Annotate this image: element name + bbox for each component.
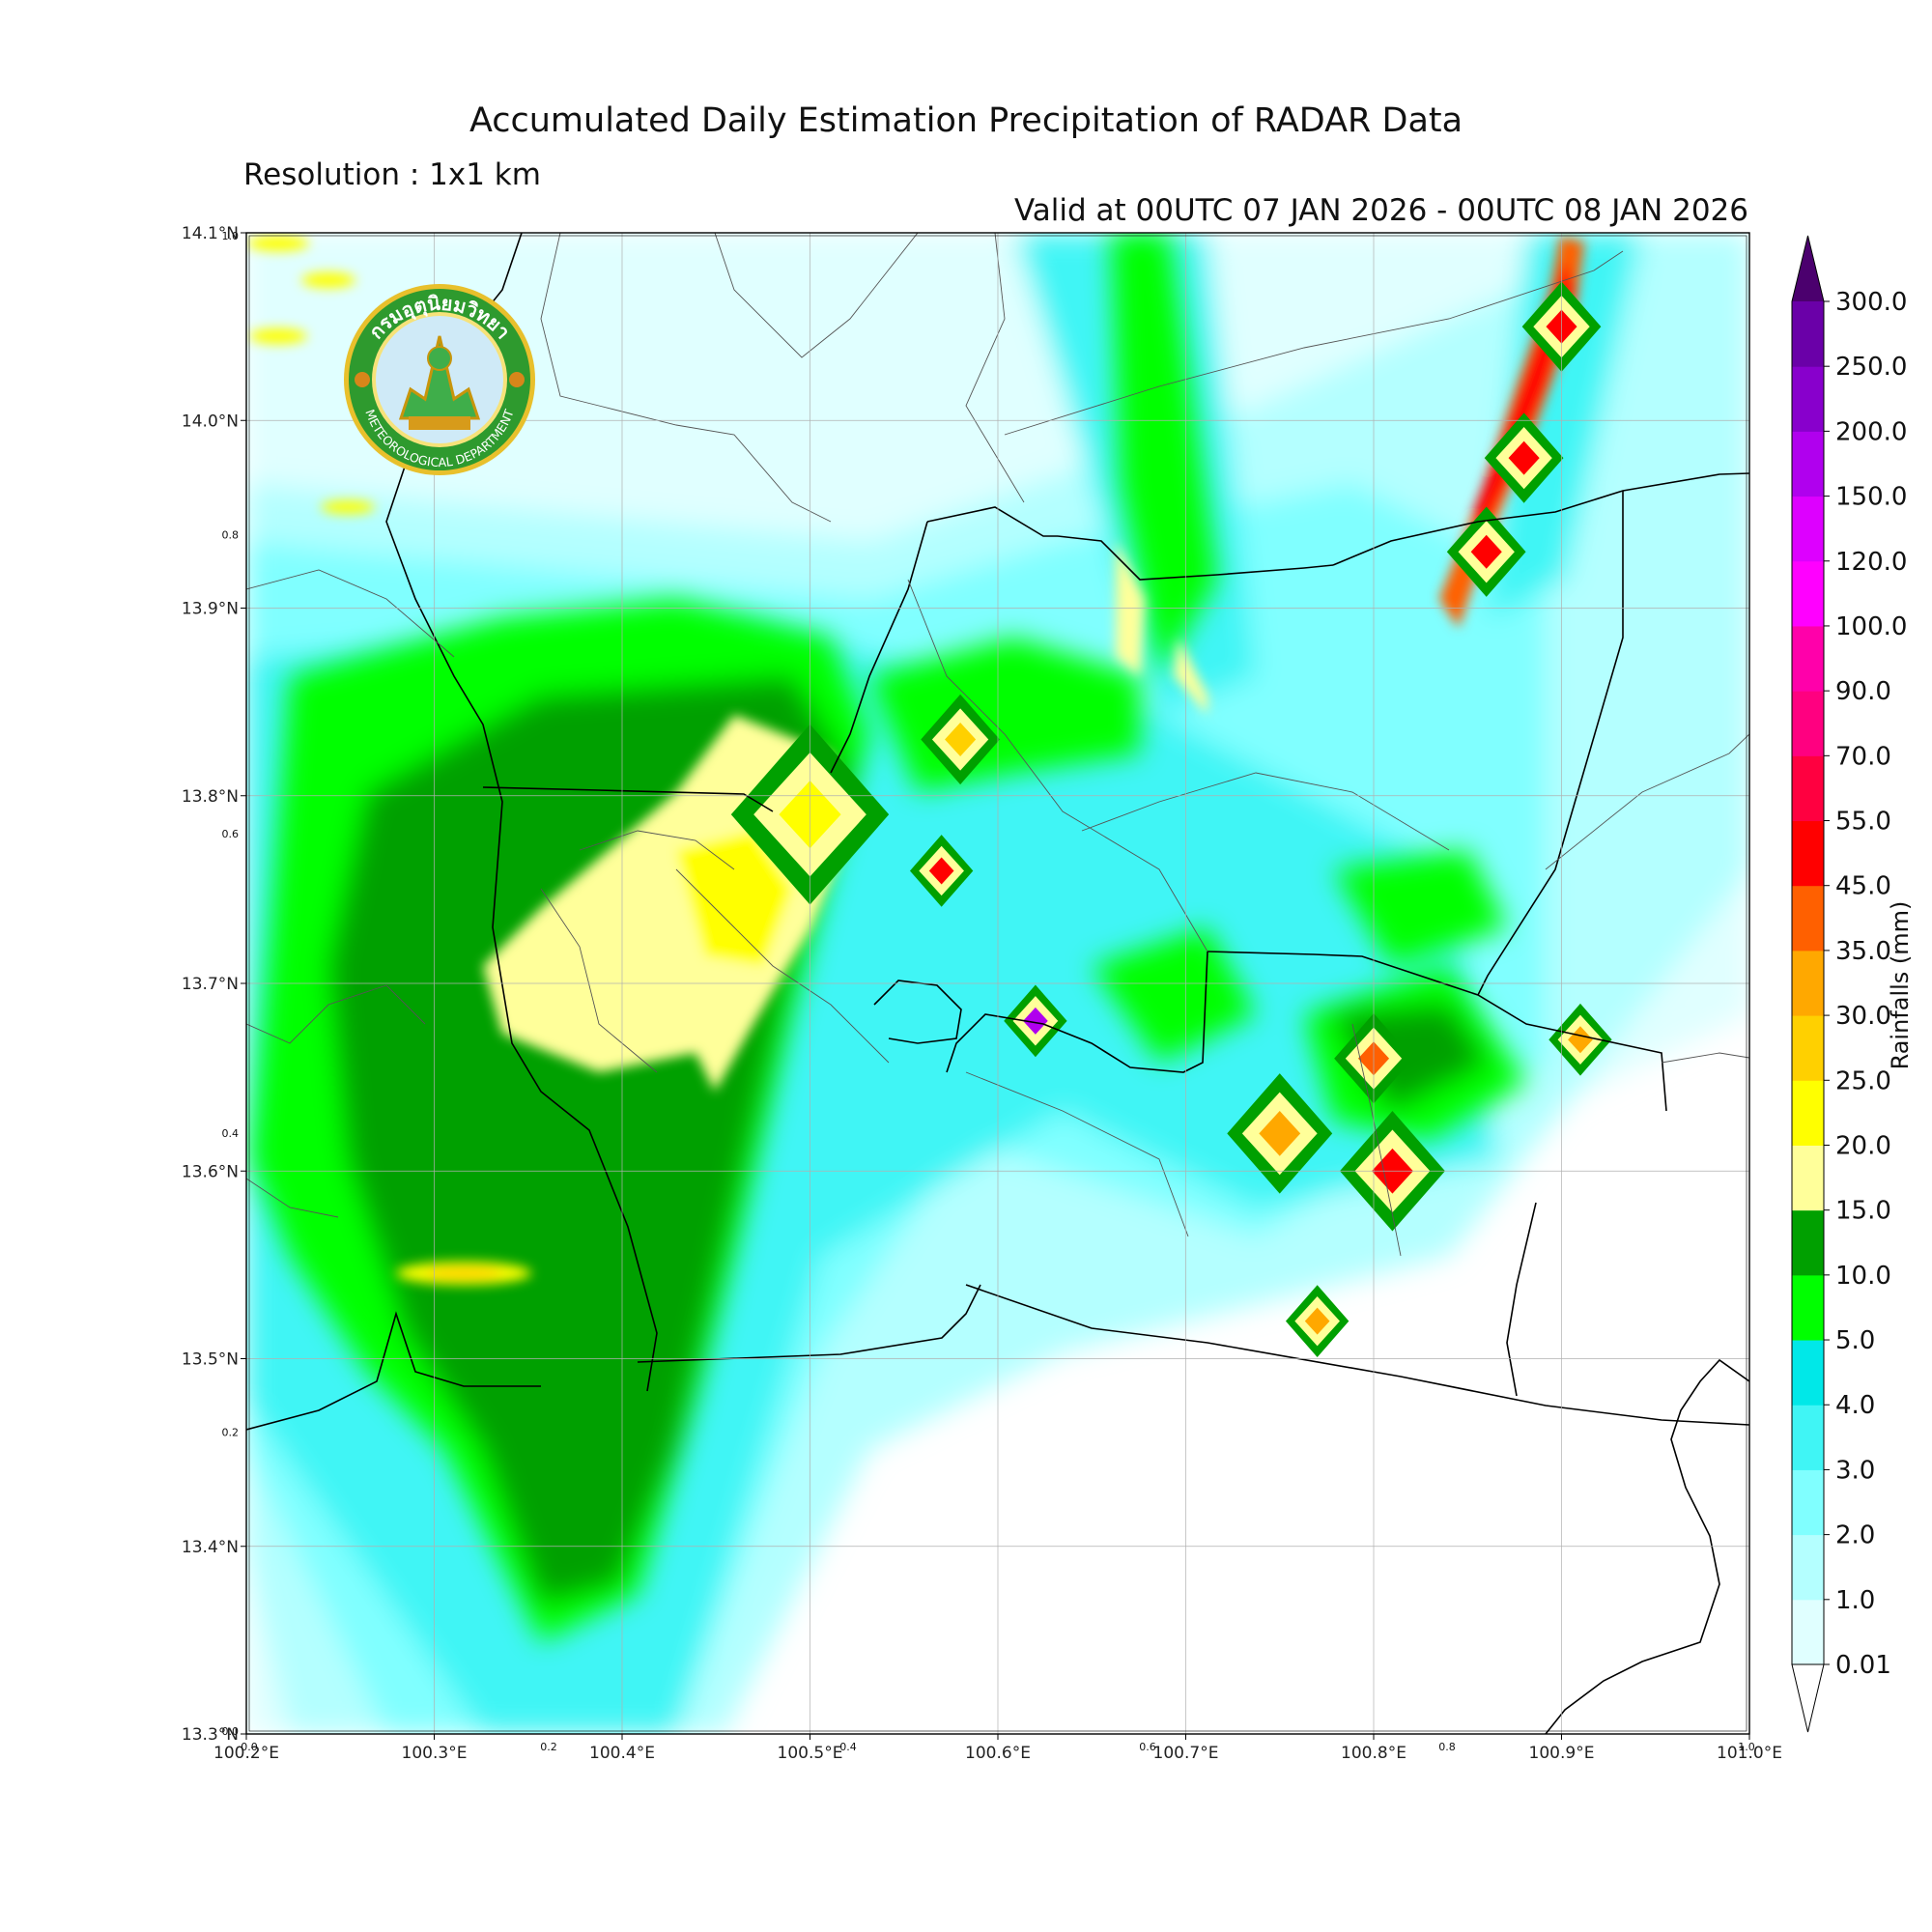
rain-cell-core [1023,1007,1048,1035]
rainfall-colorbar: 0.01 1.0 2.0 3.0 4.0 5.0 10.0 15.0 20.0 25.0 30.0 3… [1791,235,1907,1733]
colorbar-segment [1792,1340,1824,1406]
colorbar-segment [1792,1599,1824,1665]
y-tick-label: 13.6°N [182,1162,239,1181]
colorbar-under-triangle [1791,1663,1825,1733]
x-tick-label: 100.6°E [965,1744,1031,1763]
rain-cell-core [1304,1307,1330,1335]
colorbar-level-label: 0.01 [1835,1651,1891,1680]
colorbar-segment [1792,366,1824,432]
colorbar-level-label: 100.0 [1835,612,1907,641]
colorbar-level-label: 15.0 [1835,1197,1891,1226]
colorbar-level-label: 30.0 [1835,1002,1891,1031]
colorbar-segment [1792,1469,1824,1536]
rain-cell-core [1470,534,1502,569]
inner-y-tick-label: 0.0 [222,1725,240,1738]
map-title: Accumulated Daily Estimation Precipitati… [469,101,1463,140]
y-tick-label: 14.1°N [182,224,239,243]
colorbar-segment [1792,885,1824,952]
colorbar-level-label: 35.0 [1835,937,1891,966]
colorbar-level-label: 5.0 [1835,1326,1875,1355]
y-tick-label: 13.3°N [182,1725,239,1745]
colorbar-segment [1792,1405,1824,1470]
x-tick-label: 100.3°E [402,1744,468,1763]
x-tick-label: 100.2°E [213,1744,279,1763]
y-tick-label: 13.4°N [182,1538,239,1557]
colorbar-level-label: 1.0 [1835,1586,1875,1615]
colorbar-level-label: 90.0 [1835,677,1891,706]
moderate-rain-layer [251,233,1526,1642]
colorbar-segment [1792,1145,1824,1211]
colorbar-segment [1792,820,1824,887]
x-tick-label: 101.0°E [1717,1744,1782,1763]
colorbar-level-label: 10.0 [1835,1262,1891,1291]
colorbar-segment [1792,755,1824,822]
axis-tick-labels: 100.2°E 100.3°E 100.4°E 100.5°E 100.6°E 100.7… [182,224,1782,1763]
colorbar-segment [1792,496,1824,562]
y-tick-label: 14.0°N [182,412,239,431]
colorbar-level-label: 70.0 [1835,742,1891,771]
colorbar-level-label: 150.0 [1835,483,1907,512]
colorbar-segment [1792,1080,1824,1146]
colorbar-segment [1792,1534,1824,1601]
colorbar-level-label: 300.0 [1835,288,1907,317]
rain-cell-core [1259,1111,1301,1156]
colorbar-level-label: 120.0 [1835,548,1907,577]
y-tick-label: 13.5°N [182,1350,239,1370]
x-tick-label: 100.9°E [1529,1744,1595,1763]
inner-y-tick-label: 1.0 [222,230,240,242]
colorbar-segment [1792,1209,1824,1276]
x-tick-label: 100.4°E [589,1744,655,1763]
x-tick-label: 100.8°E [1341,1744,1406,1763]
inner-x-tick-label: 1.0 [1738,1741,1755,1753]
rain-cell-core [945,722,977,756]
colorbar-title: Rainfalls (mm) [1887,901,1914,1070]
x-tick-label: 100.5°E [778,1744,843,1763]
colorbar-segment [1792,301,1824,367]
y-tick-label: 13.8°N [182,787,239,807]
colorbar-level-label: 45.0 [1835,872,1891,901]
tmd-seal-icon: กรมอุตุนิยมวิทยา METEOROLOGICAL DEPARTME… [344,284,535,475]
colorbar-level-label: 2.0 [1835,1521,1875,1550]
inner-y-tick-label: 0.2 [222,1426,240,1438]
inner-x-tick-label: 0.8 [1438,1741,1456,1753]
inner-x-tick-label: 0.0 [241,1741,258,1753]
inner-x-tick-label: 0.2 [540,1741,557,1753]
colorbar-level-label: 25.0 [1835,1066,1891,1095]
rain-cell-core [928,857,954,885]
rain-cell-core [1568,1026,1593,1054]
valid-time-label: Valid at 00UTC 07 JAN 2026 - 00UTC 08 JA… [1013,193,1748,228]
colorbar-level-label: 55.0 [1835,808,1891,837]
colorbar-segment [1792,625,1824,692]
colorbar-segment [1792,1015,1824,1081]
rain-cell-core [1508,440,1540,475]
inner-axes-frame [248,235,1747,1732]
colorbar-level-label: 250.0 [1835,353,1907,382]
colorbar-outline [1791,235,1825,1665]
inner-x-tick-label: 0.4 [839,1741,857,1753]
colorbar-segment [1792,950,1824,1016]
colorbar-segment [1792,691,1824,756]
colorbar-over-triangle [1792,236,1824,301]
inner-y-tick-label: 0.6 [222,828,240,840]
colorbar-segment [1792,560,1824,627]
colorbar-level-label: 3.0 [1835,1456,1875,1485]
resolution-label: Resolution : 1x1 km [243,157,541,192]
colorbar-level-label: 4.0 [1835,1391,1875,1420]
y-tick-label: 13.7°N [182,975,239,994]
colorbar-level-label: 20.0 [1835,1131,1891,1160]
x-tick-label: 100.7°E [1153,1744,1219,1763]
colorbar-level-label: 200.0 [1835,417,1907,446]
inner-x-tick-label: 0.6 [1139,1741,1156,1753]
inner-y-tick-label: 0.8 [222,529,240,542]
province-boundaries [246,233,1749,1734]
inner-y-tick-label: 0.4 [222,1127,240,1140]
y-tick-label: 13.9°N [182,600,239,619]
colorbar-segment [1792,431,1824,497]
colorbar-segment [1792,1274,1824,1341]
